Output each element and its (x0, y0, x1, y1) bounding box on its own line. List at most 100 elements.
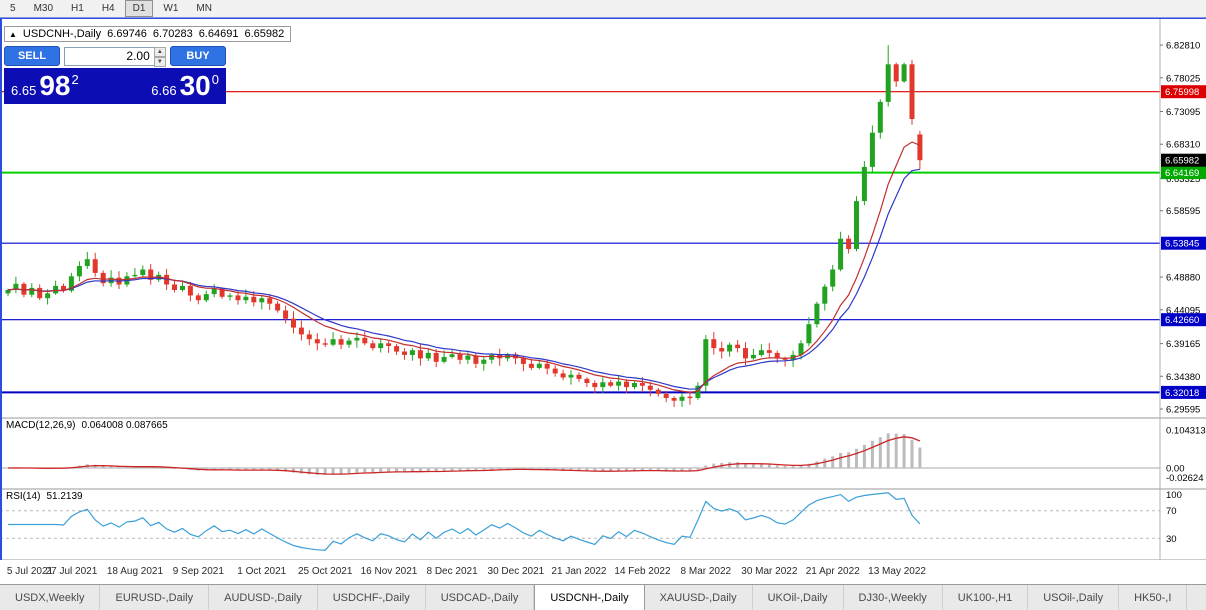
candle (465, 355, 471, 360)
price-badge (1161, 153, 1206, 167)
candle (275, 303, 281, 311)
svg-text:6.42660: 6.42660 (1165, 315, 1199, 326)
date-label: 18 Aug 2021 (106, 566, 164, 577)
rsi-value: 51.2139 (46, 491, 83, 502)
chart-tab-usdcad-daily[interactable]: USDCAD-,Daily (426, 585, 535, 610)
chart-tab-usdchf-daily[interactable]: USDCHF-,Daily (318, 585, 426, 610)
candle (893, 64, 899, 82)
chart-tab-audusd-daily[interactable]: AUDUSD-,Daily (209, 585, 318, 610)
candle (798, 343, 804, 355)
candle (846, 238, 852, 249)
chart-tab-xauusd-daily[interactable]: XAUUSD-,Daily (645, 585, 753, 610)
date-label: 1 Oct 2021 (237, 566, 287, 577)
rsi-indicator-label: RSI(14) 51.2139 (6, 491, 89, 502)
macd-panel (0, 433, 1160, 475)
candle (346, 340, 352, 345)
candle (314, 339, 320, 344)
timeframe-button-h4[interactable]: H4 (101, 3, 115, 14)
candle (378, 343, 384, 349)
candle (576, 374, 582, 379)
timeframe-button-w1[interactable]: W1 (163, 3, 179, 14)
macd-values: 0.064008 0.087665 (81, 420, 168, 431)
chart-tab-dj30-weekly[interactable]: DJ30-,Weekly (844, 585, 943, 610)
date-label: 8 Dec 2021 (426, 566, 478, 577)
timeframe-button-5[interactable]: 5 (10, 3, 16, 14)
svg-text:70: 70 (1166, 506, 1177, 517)
date-label: 8 Mar 2022 (680, 566, 732, 577)
sell-price[interactable]: 6.65 98 2 (4, 68, 115, 104)
price-axis-label: 6.48880 (1166, 273, 1200, 284)
svg-text:0.00: 0.00 (1166, 464, 1185, 475)
candle (552, 368, 558, 374)
candle (909, 64, 915, 119)
candle (322, 343, 328, 345)
lot-size-control: ▲ ▼ (64, 46, 166, 67)
price-badge (1161, 313, 1206, 327)
candle (180, 285, 185, 290)
date-label: 30 Mar 2022 (741, 566, 798, 577)
sell-button[interactable]: SELL (4, 46, 60, 66)
candle (267, 298, 273, 304)
lot-decrease-button[interactable]: ▼ (153, 56, 166, 67)
svg-text:-0.02624: -0.02624 (1166, 473, 1204, 484)
candle (251, 296, 257, 303)
lot-size-input[interactable] (64, 46, 154, 66)
lot-increase-button[interactable]: ▲ (153, 46, 166, 57)
chart-tab-ukoil-daily[interactable]: UKOil-,Daily (753, 585, 844, 610)
timeframe-button-d1[interactable]: D1 (124, 0, 154, 17)
ohlc-close: 6.65982 (244, 28, 285, 40)
svg-text:6.64169: 6.64169 (1165, 168, 1199, 179)
timeframe-button-m30[interactable]: M30 (33, 3, 54, 14)
chart-symbol-label: USDCNH-,Daily (22, 28, 102, 40)
candle (687, 396, 693, 399)
svg-text:0.104313: 0.104313 (1166, 426, 1206, 437)
price-axis[interactable]: 6.82810 6.78025 6.73095 6.68310 6.63325 6.585… (1160, 41, 1206, 416)
candle (647, 385, 653, 390)
candle (655, 389, 661, 394)
price-level-lines[interactable] (0, 91, 1160, 394)
candle (814, 303, 820, 325)
timeframe-button-h1[interactable]: H1 (71, 3, 84, 14)
chart-tab-hk50-i[interactable]: HK50-,I (1119, 585, 1188, 610)
candle (259, 298, 265, 303)
candle (148, 269, 154, 280)
chart-tab-usdcnh-daily[interactable]: USDCNH-,Daily (534, 585, 645, 610)
ohlc-low: 6.64691 (198, 28, 239, 40)
chart-title-box: ▲ USDCNH-,Daily 6.69746 6.70283 6.64691 … (4, 26, 292, 42)
ma-slow-line (7, 168, 921, 390)
price-badge (1161, 85, 1206, 99)
collapse-panel-icon[interactable]: ▲ (9, 29, 17, 39)
timeframe-button-mn[interactable]: MN (196, 3, 212, 14)
candle (695, 385, 701, 398)
candle (140, 269, 146, 275)
buy-price[interactable]: 6.66 30 0 (115, 68, 226, 104)
macd-name: MACD(12,26,9) (6, 420, 76, 431)
ohlc-open: 6.69746 (107, 28, 147, 40)
candle (76, 266, 82, 277)
candle (838, 238, 844, 270)
time-axis[interactable]: 5 Jul 2021 27 Jul 2021 18 Aug 2021 9 Sep 20… (0, 560, 1206, 584)
candle (354, 337, 360, 341)
candle (600, 382, 606, 388)
chart-tab-usdx-weekly[interactable]: USDX,Weekly (0, 585, 101, 610)
candle (624, 381, 629, 388)
svg-text:6.65982: 6.65982 (1165, 156, 1199, 167)
candle (544, 363, 550, 369)
candle (671, 398, 677, 401)
svg-text:100: 100 (1166, 490, 1182, 501)
chart-tab-eurusd-daily[interactable]: EURUSD-,Daily (100, 585, 210, 610)
date-label: 14 Feb 2022 (614, 566, 671, 577)
candle (885, 64, 891, 102)
chart-tab-uk100-h1[interactable]: UK100-,H1 (943, 585, 1029, 610)
candle (520, 358, 526, 364)
sell-price-fraction: 2 (71, 72, 79, 87)
price-axis-label: 6.44095 (1166, 305, 1200, 316)
candle (473, 355, 479, 364)
buy-button[interactable]: BUY (170, 46, 226, 66)
chart-tab-usoil-daily[interactable]: USOil-,Daily (1028, 585, 1120, 610)
candle (632, 383, 637, 388)
candle (394, 346, 400, 352)
svg-text:6.75998: 6.75998 (1165, 87, 1199, 98)
price-badge (1161, 385, 1206, 399)
